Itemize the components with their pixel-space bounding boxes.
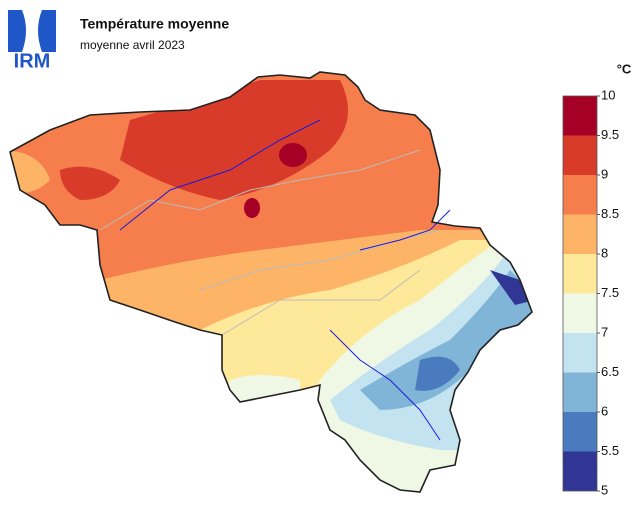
- map-lines: [99, 119, 451, 441]
- legend-bin: [563, 214, 597, 254]
- legend-tick-label: 9.5: [601, 127, 619, 142]
- legend-bin: [563, 96, 597, 136]
- legend-tick-label: 8: [601, 245, 608, 260]
- subtitle: moyenne avril 2023: [80, 38, 185, 52]
- legend-tick-label: 6: [601, 403, 608, 418]
- legend-bin: [563, 293, 597, 333]
- legend-tick-label: 9: [601, 166, 608, 181]
- legend-bin: [563, 333, 597, 373]
- legend-tick-label: 7: [601, 324, 608, 339]
- legend-tick-label: 5: [601, 482, 608, 497]
- legend-bin: [563, 451, 597, 491]
- logo-text: IRM: [14, 50, 51, 72]
- legend-tick-label: 7.5: [601, 285, 619, 300]
- legend-bin: [563, 372, 597, 412]
- legend-tick-label: 10: [601, 87, 615, 102]
- legend-bin: [563, 135, 597, 175]
- logo: IRM: [8, 10, 56, 72]
- legend-tick-label: 8.5: [601, 206, 619, 221]
- legend-tick-label: 5.5: [601, 443, 619, 458]
- temperature-map: [10, 72, 532, 492]
- legend-bin: [563, 254, 597, 294]
- legend: 5 5.5 6 6.5 7 7.5 8 8.5 9 9.5 10: [562, 87, 619, 497]
- title: Température moyenne: [80, 16, 229, 32]
- country-border: [9, 71, 533, 493]
- legend-tick-label: 6.5: [601, 364, 619, 379]
- legend-bin: [563, 412, 597, 452]
- legend-unit: °C: [617, 61, 632, 76]
- legend-bin: [563, 175, 597, 215]
